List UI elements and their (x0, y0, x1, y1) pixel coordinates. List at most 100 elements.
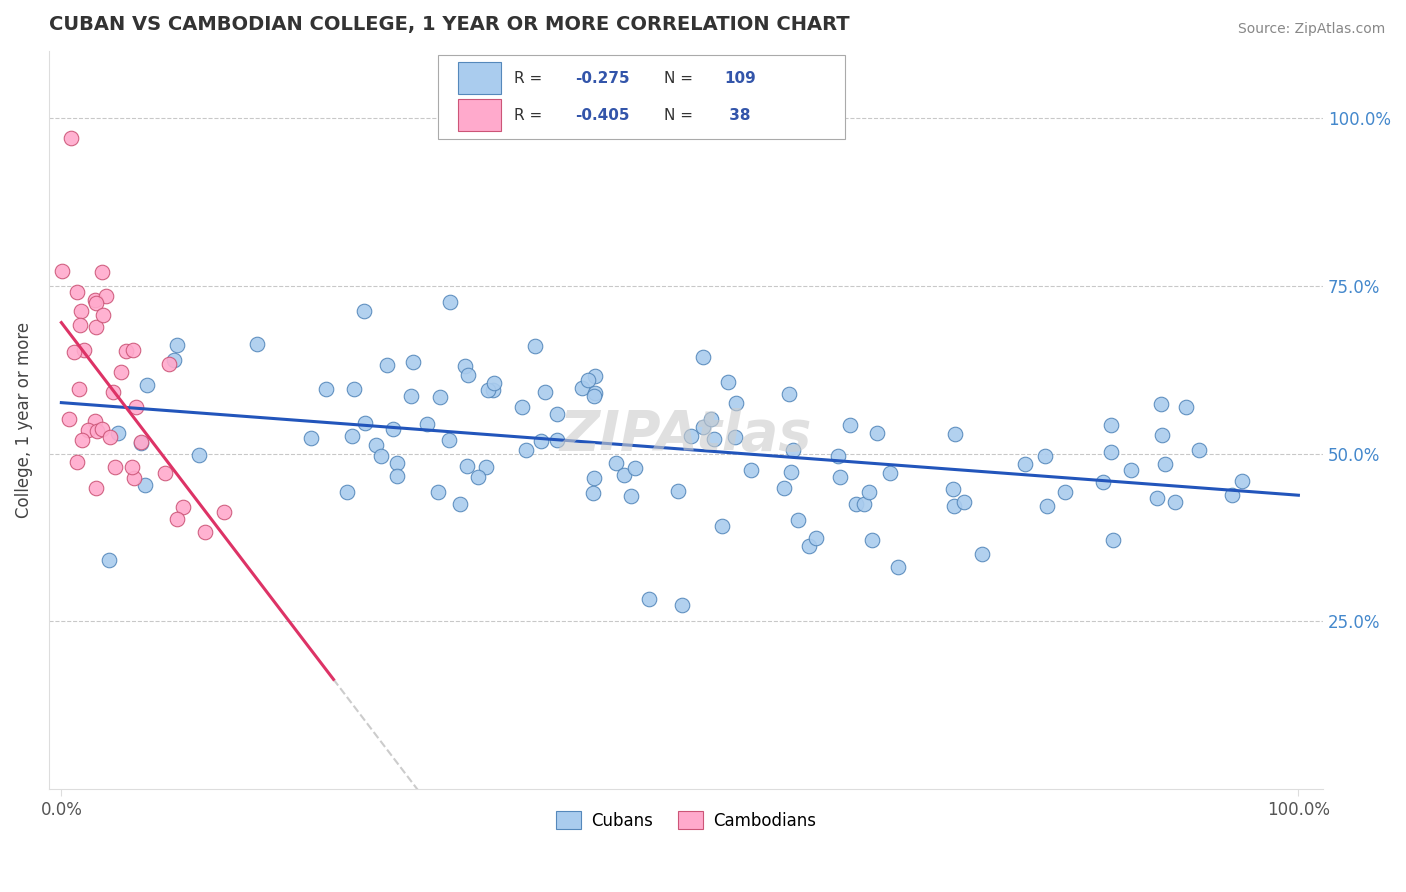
Point (482, 384, 505, 398)
FancyBboxPatch shape (458, 62, 502, 95)
Point (576, 373, 599, 387)
Point (83, 414, 105, 428)
Point (67, 382, 90, 396)
Y-axis label: College, 1 year or more: College, 1 year or more (15, 322, 32, 518)
Point (773, 481, 796, 495)
Point (1152, 428, 1174, 442)
Point (778, 386, 800, 401)
Point (125, 400, 148, 414)
Point (91, 264, 114, 278)
Point (437, 433, 460, 447)
Point (166, 338, 188, 352)
Point (84, 293, 107, 307)
Point (477, 383, 499, 397)
Point (104, 460, 127, 475)
Point (605, 456, 627, 470)
Point (315, 382, 337, 396)
Point (613, 467, 636, 482)
Point (620, 489, 643, 503)
Point (131, 434, 153, 449)
Point (780, 465, 803, 479)
Point (1092, 475, 1115, 489)
Point (51, 264, 73, 278)
Point (84, 295, 107, 310)
Point (212, 505, 235, 519)
Point (385, 456, 408, 470)
Point (529, 434, 551, 448)
Point (157, 357, 180, 371)
Point (98, 430, 121, 444)
Point (942, 482, 965, 496)
Point (69, 318, 91, 332)
Point (353, 304, 375, 318)
Point (717, 376, 740, 390)
Point (1164, 495, 1187, 509)
Point (1099, 444, 1122, 458)
Point (510, 401, 533, 415)
Point (692, 420, 714, 434)
Point (700, 411, 723, 425)
Text: N =: N = (665, 108, 699, 122)
Point (475, 459, 498, 474)
Point (63, 345, 86, 359)
Point (583, 368, 606, 383)
Point (60, 131, 83, 145)
Point (122, 343, 145, 357)
FancyBboxPatch shape (458, 99, 502, 131)
Text: CUBAN VS CAMBODIAN COLLEGE, 1 YEAR OR MORE CORRELATION CHART: CUBAN VS CAMBODIAN COLLEGE, 1 YEAR OR MO… (49, 15, 849, 34)
Point (866, 426, 889, 441)
Point (114, 343, 136, 358)
Point (787, 513, 810, 527)
Point (107, 426, 129, 441)
Point (583, 386, 606, 401)
Point (845, 497, 868, 511)
Point (415, 417, 437, 431)
Point (582, 486, 605, 500)
Point (571, 381, 593, 395)
Point (110, 365, 132, 379)
Point (166, 512, 188, 526)
Point (129, 435, 152, 450)
Point (583, 471, 606, 485)
Point (879, 466, 901, 480)
Point (1033, 449, 1056, 463)
Point (98, 552, 121, 566)
Point (624, 461, 647, 475)
Text: ZIPAtlas: ZIPAtlas (560, 408, 813, 462)
Point (194, 525, 217, 540)
Point (101, 384, 124, 399)
Point (1220, 488, 1243, 502)
Point (65, 455, 87, 469)
Point (77, 424, 100, 438)
Point (343, 382, 366, 396)
Point (402, 355, 425, 369)
Point (163, 353, 186, 368)
Point (546, 434, 568, 448)
Point (638, 591, 661, 606)
Point (546, 407, 568, 421)
Point (943, 500, 966, 514)
Text: 38: 38 (724, 108, 751, 122)
Point (858, 485, 880, 500)
Point (679, 428, 702, 442)
Point (887, 560, 910, 574)
Point (387, 468, 409, 483)
Text: R =: R = (515, 108, 547, 122)
Point (70, 433, 93, 447)
Point (534, 384, 557, 399)
Point (1101, 533, 1123, 547)
Point (453, 359, 475, 373)
Point (134, 477, 156, 491)
Text: 109: 109 (724, 70, 756, 86)
Point (515, 442, 537, 457)
Point (1174, 400, 1197, 414)
Point (1099, 417, 1122, 432)
Point (724, 396, 747, 410)
Point (90, 421, 112, 435)
Point (703, 433, 725, 447)
Point (582, 389, 605, 403)
Point (692, 351, 714, 365)
Point (429, 390, 451, 404)
Point (1187, 443, 1209, 458)
Point (945, 427, 967, 442)
